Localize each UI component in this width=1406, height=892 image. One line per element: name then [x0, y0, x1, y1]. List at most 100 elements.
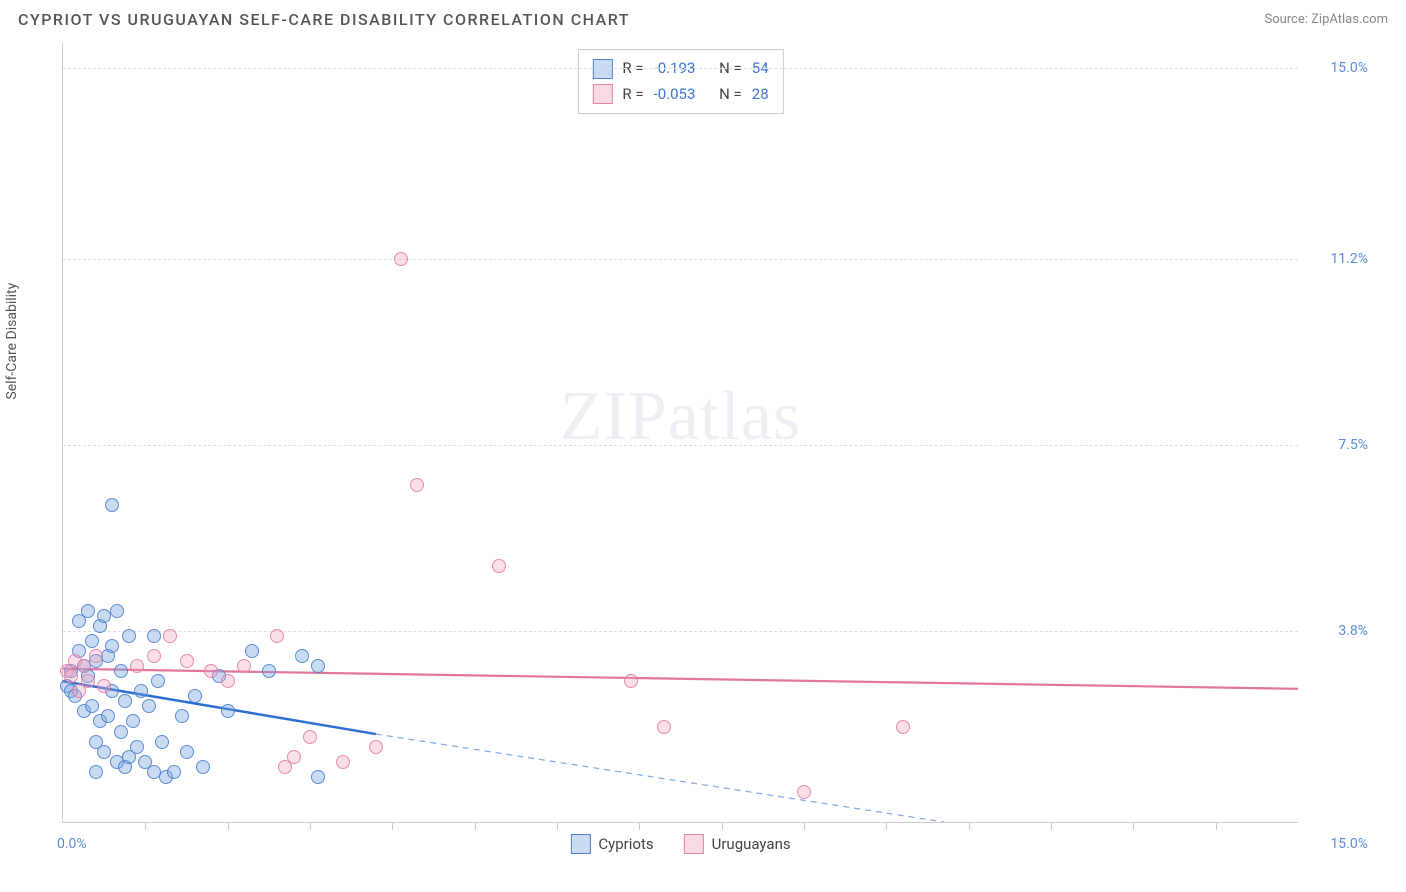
y-tick-label: 3.8%: [1308, 623, 1368, 639]
data-point-b: [221, 674, 235, 688]
data-point-b: [492, 559, 506, 573]
r-label: R =: [622, 82, 643, 108]
legend-item-cypriots: Cypriots: [570, 834, 653, 854]
x-tick: [969, 822, 970, 830]
x-axis-label: 15.0%: [1330, 836, 1368, 852]
data-point-b: [896, 720, 910, 734]
data-point-a: [97, 745, 111, 759]
n-label: N =: [719, 82, 742, 108]
grid-line-h: [63, 445, 1298, 446]
data-point-a: [245, 644, 259, 658]
scatter-plot-area: ZIPatlas R = -0.193 N = 54 R = -0.053 N …: [62, 43, 1298, 823]
data-point-b: [287, 750, 301, 764]
trend-lines: [63, 43, 1298, 822]
data-point-a: [295, 649, 309, 663]
legend-label-cypriots: Cypriots: [598, 835, 653, 853]
data-point-a: [167, 765, 181, 779]
data-point-a: [118, 694, 132, 708]
correlation-stats-box: R = -0.193 N = 54 R = -0.053 N = 28: [577, 49, 783, 114]
n-value-uruguayans: 28: [752, 82, 769, 108]
chart-container: Self-Care Disability ZIPatlas R = -0.193…: [18, 35, 1388, 865]
data-point-a: [147, 629, 161, 643]
data-point-b: [89, 649, 103, 663]
data-point-b: [97, 679, 111, 693]
data-point-a: [180, 745, 194, 759]
x-tick: [1051, 822, 1052, 830]
data-point-a: [175, 709, 189, 723]
x-tick: [1216, 822, 1217, 830]
y-axis-label: Self-Care Disability: [4, 283, 20, 400]
x-tick: [639, 822, 640, 830]
data-point-b: [270, 629, 284, 643]
data-point-b: [336, 755, 350, 769]
chart-title: CYPRIOT VS URUGUAYAN SELF-CARE DISABILIT…: [18, 10, 630, 29]
x-tick: [804, 822, 805, 830]
data-point-a: [151, 674, 165, 688]
legend-label-uruguayans: Uruguayans: [712, 835, 791, 853]
source-attribution: Source: ZipAtlas.com: [1264, 12, 1388, 27]
chart-header: CYPRIOT VS URUGUAYAN SELF-CARE DISABILIT…: [0, 0, 1406, 35]
data-point-b: [180, 654, 194, 668]
watermark-light: atlas: [668, 378, 801, 455]
legend-swatch-cypriots: [570, 834, 590, 854]
data-point-a: [89, 765, 103, 779]
data-point-b: [303, 730, 317, 744]
data-point-a: [155, 735, 169, 749]
data-point-b: [204, 664, 218, 678]
grid-line-h: [63, 631, 1298, 632]
r-value-uruguayans: -0.053: [654, 82, 696, 108]
data-point-a: [85, 699, 99, 713]
swatch-uruguayans: [592, 84, 612, 104]
data-point-a: [126, 714, 140, 728]
data-point-b: [657, 720, 671, 734]
x-tick: [1133, 822, 1134, 830]
x-tick: [886, 822, 887, 830]
x-tick: [557, 822, 558, 830]
data-point-a: [81, 604, 95, 618]
data-point-b: [624, 674, 638, 688]
data-point-a: [114, 725, 128, 739]
data-point-a: [105, 498, 119, 512]
x-tick: [392, 822, 393, 830]
grid-line-h: [63, 68, 1298, 69]
data-point-b: [147, 649, 161, 663]
legend: Cypriots Uruguayans: [570, 834, 790, 854]
data-point-b: [77, 659, 91, 673]
y-tick-label: 11.2%: [1308, 251, 1368, 267]
data-point-a: [188, 689, 202, 703]
data-point-a: [311, 770, 325, 784]
data-point-a: [110, 604, 124, 618]
data-point-a: [311, 659, 325, 673]
data-point-a: [142, 699, 156, 713]
legend-swatch-uruguayans: [684, 834, 704, 854]
data-point-b: [163, 629, 177, 643]
data-point-a: [262, 664, 276, 678]
data-point-a: [122, 629, 136, 643]
x-axis-label: 0.0%: [57, 836, 87, 852]
grid-line-h: [63, 259, 1298, 260]
data-point-b: [410, 478, 424, 492]
x-tick: [228, 822, 229, 830]
data-point-a: [221, 704, 235, 718]
data-point-a: [114, 664, 128, 678]
trend-line: [376, 734, 944, 822]
x-tick: [722, 822, 723, 830]
y-tick-label: 7.5%: [1308, 437, 1368, 453]
data-point-b: [369, 740, 383, 754]
data-point-a: [85, 634, 99, 648]
watermark-bold: ZIP: [560, 378, 668, 455]
data-point-a: [196, 760, 210, 774]
x-tick: [310, 822, 311, 830]
data-point-b: [237, 659, 251, 673]
data-point-b: [797, 785, 811, 799]
data-point-a: [134, 684, 148, 698]
data-point-b: [81, 674, 95, 688]
stats-row-uruguayans: R = -0.053 N = 28: [592, 82, 768, 108]
data-point-b: [394, 252, 408, 266]
x-tick: [475, 822, 476, 830]
data-point-b: [64, 669, 78, 683]
data-point-a: [130, 740, 144, 754]
data-point-a: [101, 709, 115, 723]
legend-item-uruguayans: Uruguayans: [684, 834, 791, 854]
y-tick-label: 15.0%: [1308, 60, 1368, 76]
